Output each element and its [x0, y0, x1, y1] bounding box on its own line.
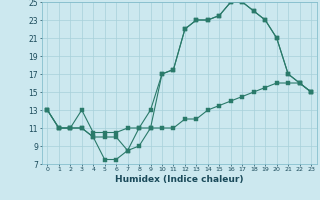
X-axis label: Humidex (Indice chaleur): Humidex (Indice chaleur): [115, 175, 244, 184]
